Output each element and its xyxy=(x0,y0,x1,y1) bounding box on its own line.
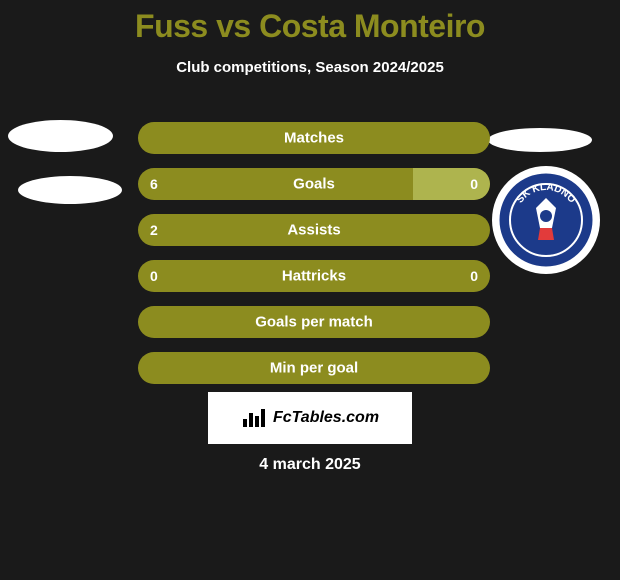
stat-bar: Hattricks0 0 xyxy=(138,260,490,292)
bar-label: Hattricks xyxy=(138,268,490,285)
crest-icon: SK KLADNO xyxy=(496,170,596,270)
bar-label: Matches xyxy=(138,130,490,147)
bar-value-right: 0 xyxy=(470,268,478,284)
bar-label: Min per goal xyxy=(138,360,490,377)
stat-bar: Goals6 0 xyxy=(138,168,490,200)
chart-container: Fuss vs Costa Monteiro Club competitions… xyxy=(0,0,620,580)
player-photo-left-1 xyxy=(8,120,113,152)
bar-value-left: 6 xyxy=(150,176,158,192)
bar-value-right: 0 xyxy=(470,176,478,192)
page-title: Fuss vs Costa Monteiro xyxy=(0,0,620,45)
brand-logo: FcTables.com xyxy=(241,407,379,429)
bar-value-left: 0 xyxy=(150,268,158,284)
stat-bar: Matches xyxy=(138,122,490,154)
date-label: 4 march 2025 xyxy=(0,456,620,474)
club-crest: SK KLADNO xyxy=(492,166,600,274)
bar-value-left: 2 xyxy=(150,222,158,238)
player-photo-left-2 xyxy=(18,176,122,204)
bar-label: Goals per match xyxy=(138,314,490,331)
stat-bar: Assists2 xyxy=(138,214,490,246)
stat-bar: Goals per match xyxy=(138,306,490,338)
brand-logo-box: FcTables.com xyxy=(208,392,412,444)
stat-bar: Min per goal xyxy=(138,352,490,384)
bar-label: Assists xyxy=(138,222,490,239)
brand-logo-text: FcTables.com xyxy=(273,409,379,427)
bars-icon xyxy=(241,407,267,429)
stat-bars: MatchesGoals60Assists2Hattricks00Goals p… xyxy=(138,122,490,398)
subtitle: Club competitions, Season 2024/2025 xyxy=(0,59,620,76)
player-photo-right xyxy=(488,128,592,152)
bar-label: Goals xyxy=(138,176,490,193)
